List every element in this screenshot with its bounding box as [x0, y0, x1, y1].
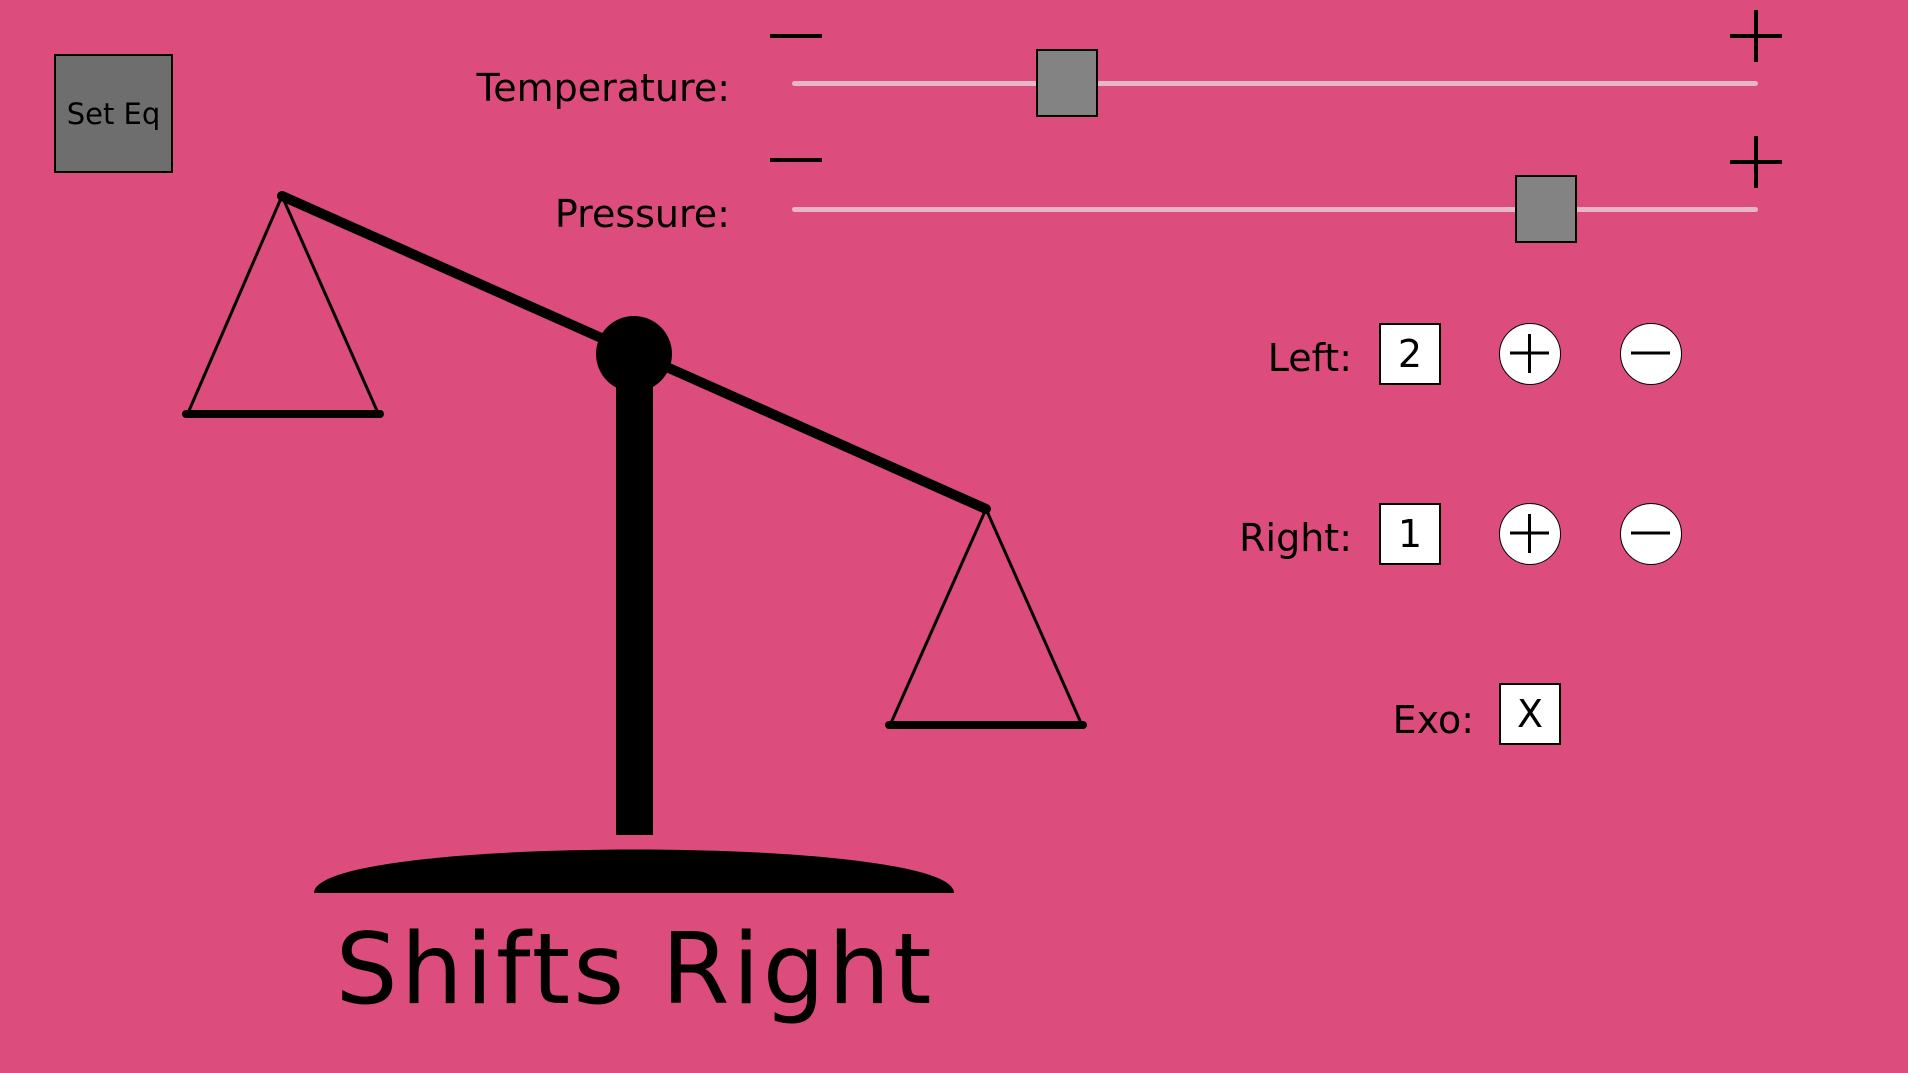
- plus-icon: [1510, 334, 1549, 373]
- temperature-slider-track[interactable]: [792, 81, 1758, 86]
- minus-icon: [1631, 531, 1670, 535]
- right-decrease-button[interactable]: [1620, 503, 1682, 565]
- temperature-increase-icon[interactable]: [1726, 6, 1786, 66]
- right-increase-button[interactable]: [1499, 503, 1561, 565]
- right-label: Right:: [1239, 516, 1352, 560]
- left-increase-button[interactable]: [1499, 323, 1561, 385]
- scale-post: [616, 355, 653, 835]
- exo-label: Exo:: [1392, 698, 1474, 742]
- left-decrease-button[interactable]: [1620, 323, 1682, 385]
- minus-icon: [1631, 351, 1670, 355]
- set-eq-button[interactable]: Set Eq: [54, 54, 173, 173]
- scale-base: [314, 849, 954, 893]
- temperature-slider-thumb[interactable]: [1036, 49, 1099, 117]
- pressure-increase-icon[interactable]: [1726, 132, 1786, 192]
- temperature-decrease-icon[interactable]: [766, 10, 826, 70]
- pressure-slider-thumb[interactable]: [1515, 175, 1578, 243]
- left-label: Left:: [1267, 336, 1352, 380]
- pressure-label: Pressure:: [554, 192, 730, 236]
- pressure-slider-track[interactable]: [792, 207, 1758, 212]
- scale-right-pan: [885, 508, 1087, 729]
- exo-toggle-box[interactable]: X: [1499, 683, 1561, 745]
- temperature-label: Temperature:: [476, 66, 730, 110]
- right-value-box: 1: [1379, 503, 1441, 565]
- left-value-box: 2: [1379, 323, 1441, 385]
- plus-icon: [1510, 514, 1549, 553]
- shift-status-text: Shifts Right: [335, 913, 935, 1027]
- scale-left-pan: [182, 195, 384, 418]
- pressure-decrease-icon[interactable]: [766, 136, 826, 196]
- scale-pivot: [596, 316, 672, 392]
